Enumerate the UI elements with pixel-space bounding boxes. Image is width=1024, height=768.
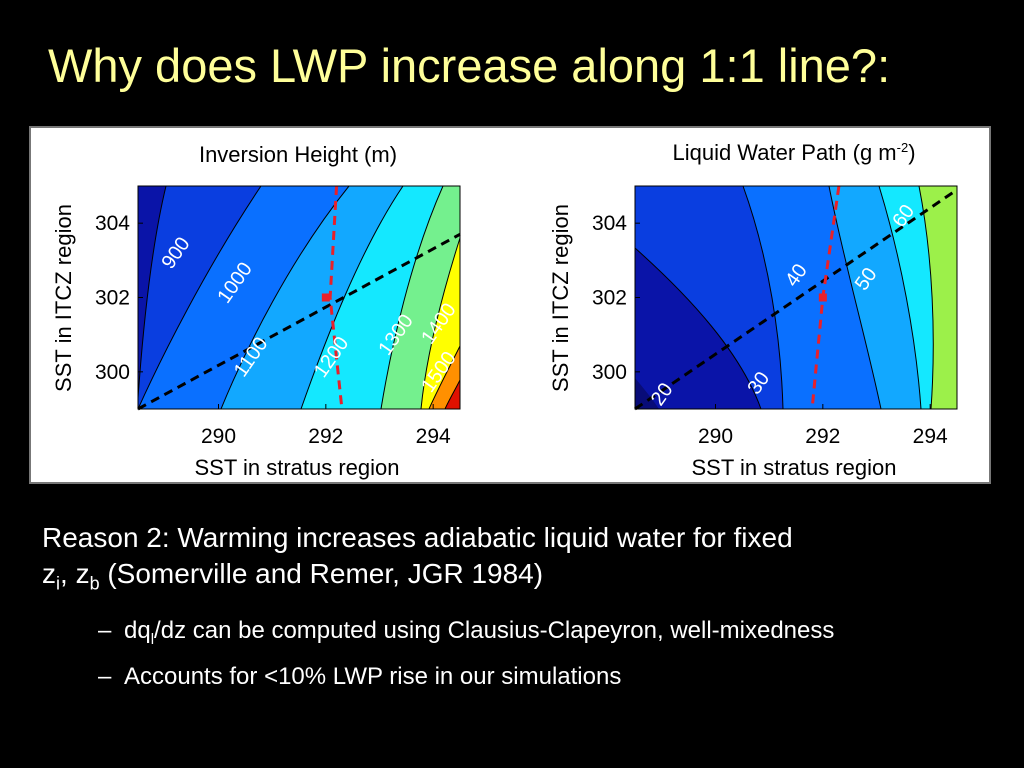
- inversion-height-red-dashed-line: [328, 185, 344, 410]
- inversion-height-xlabel: SST in stratus region: [194, 455, 399, 480]
- inversion-height-one-to-one-line: [137, 232, 461, 411]
- inversion-height-x-tick-label: 292: [308, 425, 343, 448]
- lwp-xlabel: SST in stratus region: [691, 455, 896, 480]
- slide-title: Why does LWP increase along 1:1 line?:: [48, 39, 891, 92]
- lwp-ylabel: SST in ITCZ region: [548, 204, 573, 392]
- inversion-height-plot: Inversion Height (m): [51, 142, 461, 480]
- lwp-title: Liquid Water Path (g m-2): [672, 140, 915, 165]
- bullet-item-accounts: – Accounts for <10% LWP rise in our simu…: [98, 663, 622, 690]
- lwp-ticks: 290 292 294 300 302 304: [592, 212, 948, 448]
- lwp-y-tick-label: 300: [592, 361, 627, 384]
- inversion-height-marker: [321, 293, 330, 302]
- lwp-marker: [818, 293, 827, 302]
- reason-main: Reason 2: Warming increases adiabatic li…: [42, 522, 793, 553]
- inversion-height-x-tick-label: 294: [416, 425, 451, 448]
- bullet-item-clausius: – dql/dz can be computed using Clausius-…: [98, 617, 835, 648]
- lwp-title-close: ): [908, 140, 915, 165]
- contour-figure: Inversion Height (m): [51, 140, 958, 480]
- inversion-height-title: Inversion Height (m): [199, 142, 397, 167]
- z-i-label: zi: [42, 558, 60, 594]
- inversion-height-contour-fill: [138, 186, 460, 409]
- lwp-x-tick-label: 292: [805, 425, 840, 448]
- lwp-y-tick-label: 302: [592, 287, 627, 310]
- inversion-height-ylabel: SST in ITCZ region: [51, 204, 76, 392]
- lwp-overlays: [634, 185, 958, 411]
- figure-panel: Inversion Height (m): [29, 126, 991, 484]
- reason-citation: (Somerville and Remer, JGR 1984): [99, 558, 544, 589]
- reason-text: Reason 2: Warming increases adiabatic li…: [42, 522, 793, 594]
- inversion-height-ticks: 290 292 294 300 302 304: [95, 212, 451, 448]
- inversion-height-y-tick-label: 300: [95, 361, 130, 384]
- inversion-height-x-tick-label: 290: [201, 425, 236, 448]
- lwp-one-to-one-line: [634, 188, 958, 411]
- lwp-title-sup: -2: [897, 140, 909, 155]
- inversion-height-y-tick-label: 302: [95, 287, 130, 310]
- lwp-x-tick-label: 294: [913, 425, 948, 448]
- lwp-y-tick-label: 304: [592, 212, 627, 235]
- z-b-label: zb: [75, 558, 100, 594]
- lwp-x-tick-label: 290: [698, 425, 733, 448]
- inversion-height-overlays: [137, 185, 461, 411]
- inversion-height-y-tick-label: 304: [95, 212, 130, 235]
- lwp-title-main: Liquid Water Path (g m: [672, 140, 896, 165]
